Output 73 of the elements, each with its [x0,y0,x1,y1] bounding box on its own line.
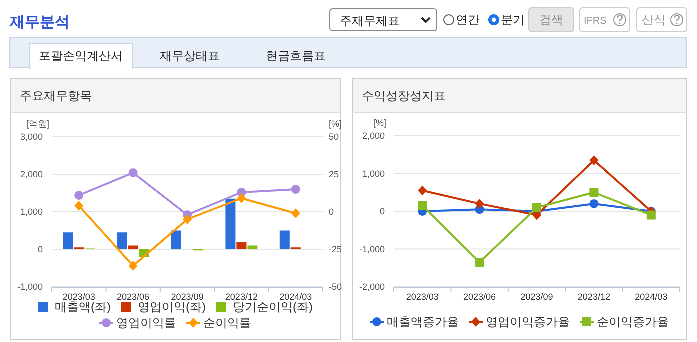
point [475,258,484,267]
y2-tick-label: -50 [329,282,342,292]
y-tick-label: 2,000 [20,170,43,180]
chart-title: 수익성장성지표 [362,89,446,103]
y-tick-label: 0 [38,244,43,254]
text: 재무분석 [9,14,70,31]
point [590,188,599,198]
bar [248,246,258,250]
text: 연간 [456,13,480,27]
point [532,203,542,212]
text: 검색 [540,13,564,27]
x-tick-label: 2024/03 [635,292,668,302]
point [74,201,84,211]
legend-label: 영업이익(좌) [138,300,206,314]
x-tick-label: 2023/09 [171,292,204,302]
legend-label: 영업이익률 [116,316,176,330]
point [128,168,138,178]
bar [172,230,182,250]
y-tick-label: 0 [380,206,385,216]
x-tick-label: 2023/03 [62,292,96,302]
point [74,191,84,200]
point [291,208,300,218]
text: 주재무제표 [340,14,400,28]
point [128,261,138,271]
legend-label: 순이익률 [204,316,252,330]
x-tick-label: 2023/09 [520,292,554,302]
legend-label: 매출액(좌) [55,300,111,314]
point [418,186,428,196]
y-axis-title: [%] [373,118,387,128]
y2-tick-label: 0 [329,207,334,217]
x-tick-label: 2023/12 [225,292,258,302]
text: 분기 [501,13,525,27]
y-tick-label: 3,000 [20,132,43,142]
point [646,210,656,220]
text: 현금흐름표 [266,49,326,63]
text: 산식 [642,13,666,27]
point [183,214,192,224]
y-tick-label: -1,000 [17,282,43,292]
text: IFRS [584,16,608,27]
y-tick-label: -2,000 [359,282,385,292]
legend-label: 당기순이익(좌) [233,300,313,314]
legend-label: 매출액증가율 [387,315,459,329]
bar [117,232,128,250]
bar [128,246,138,250]
bar [280,230,290,250]
point [590,199,599,208]
y-tick-label: 2,000 [362,131,385,141]
point [418,201,428,210]
legend-label: 순이익증가율 [597,315,669,329]
bar [236,242,247,250]
y-tick-label: 1,000 [362,168,385,179]
y-tick-label: 1,000 [20,207,43,217]
x-tick-label: 2024/03 [280,292,312,302]
x-tick-label: 2023/06 [464,292,496,302]
x-tick-label: 2023/06 [117,292,150,302]
legend-label: 영업이익증가율 [486,315,570,329]
x-tick-label: 2023/03 [406,292,439,302]
y-tick-label: -1,000 [359,244,385,254]
text: 포괄손익계산서 [39,49,123,63]
point [291,185,300,194]
point [237,194,246,204]
text: 재무상태표 [160,49,220,63]
x-tick-label: 2023/12 [578,292,610,302]
y2-axis-title: [%] [329,119,342,129]
bar [226,198,236,250]
bar [63,232,74,250]
point [590,156,599,166]
point [475,198,484,209]
y2-tick-label: 50 [329,132,340,142]
y2-tick-label: 25 [329,170,340,180]
y-axis-title: [억원] [26,119,50,129]
chart-title: 주요재무항목 [20,89,92,103]
y2-tick-label: -25 [329,244,342,254]
